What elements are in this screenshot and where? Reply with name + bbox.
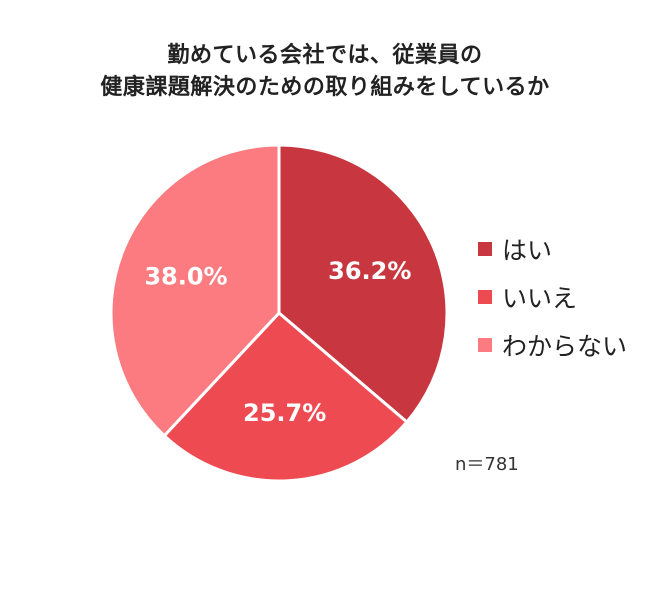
pie-slice-label-yes: 36.2% — [328, 257, 411, 285]
pie-slice-unknown — [109, 143, 281, 438]
legend-label-unknown: わからない — [502, 332, 628, 361]
pie-slice-label-unknown: 38.0% — [144, 262, 227, 290]
pie-slice-no — [162, 311, 409, 483]
chart-title: 勤めている会社では、従業員の 健康課題解決のための取り組みをしているか — [0, 40, 650, 104]
legend-item-no: いいえ — [478, 273, 627, 321]
pie-slice-label-no: 25.7% — [243, 399, 326, 427]
sample-size-note: n＝781 — [455, 454, 519, 475]
legend-label-no: いいえ — [502, 284, 578, 313]
legend-label-yes: はい — [502, 236, 553, 265]
legend-item-yes: はい — [478, 225, 627, 273]
chart-title-line-2: 健康課題解決のための取り組みをしているか — [100, 74, 550, 100]
legend-swatch-unknown — [478, 338, 492, 352]
chart-title-line-1: 勤めている会社では、従業員の — [167, 43, 483, 68]
legend-item-unknown: わからない — [478, 321, 627, 369]
legend-swatch-yes — [478, 242, 492, 256]
legend-swatch-no — [478, 290, 492, 304]
pie-slice-yes — [277, 143, 449, 424]
chart-legend: はい いいえ わからない — [478, 225, 627, 369]
